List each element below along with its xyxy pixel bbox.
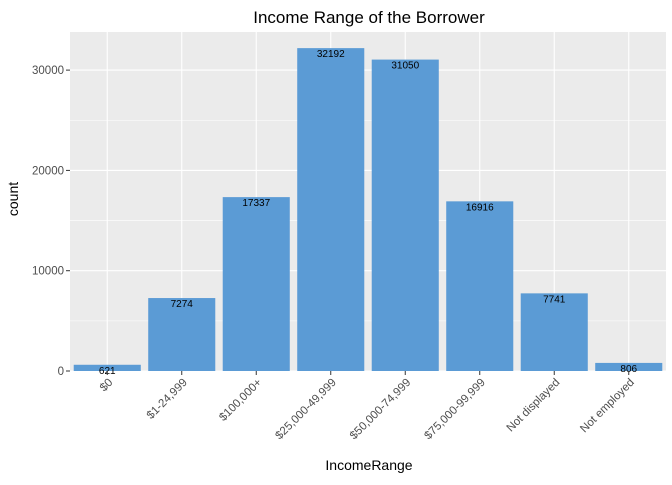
x-tick-label: $0 <box>98 377 116 395</box>
bar <box>595 362 663 371</box>
y-tick-label: 30000 <box>32 65 64 77</box>
bar-value-label: 7741 <box>543 294 566 305</box>
bar-value-label: 806 <box>620 364 637 375</box>
bar <box>73 364 141 371</box>
x-tick-label: Not displayed <box>505 377 563 435</box>
bar-value-label: 16916 <box>466 202 494 213</box>
bar <box>520 293 588 371</box>
x-tick-label: $25,000-49,999 <box>273 377 338 442</box>
bar <box>446 201 514 371</box>
bar <box>222 197 290 371</box>
y-tick-label: 0 <box>58 366 64 378</box>
y-tick-label: 10000 <box>32 266 64 278</box>
bars <box>73 48 663 372</box>
bar <box>371 59 439 371</box>
x-axis-title: IncomeRange <box>325 457 412 473</box>
x-tick-label: $1-24,999 <box>145 377 190 422</box>
x-tick-label: $75,000-99,999 <box>422 377 487 442</box>
bar-value-label: 32192 <box>317 49 345 60</box>
x-tick-label: $100,000+ <box>217 376 264 423</box>
bar <box>297 48 365 372</box>
bar-value-label: 17337 <box>242 198 270 209</box>
y-axis-title: count <box>5 182 21 216</box>
y-axis: 0 10000 20000 30000 <box>32 65 70 378</box>
bar-value-label: 7274 <box>171 299 194 310</box>
x-axis: $0 $1-24,999 $100,000+ $25,000-49,999 $50,00… <box>98 371 637 442</box>
chart-title: Income Range of the Borrower <box>253 8 485 27</box>
bar <box>148 298 216 371</box>
x-tick-label: Not employed <box>578 377 637 436</box>
x-tick-label: $50,000-74,999 <box>348 377 413 442</box>
y-tick-label: 20000 <box>32 165 64 177</box>
bar-value-label: 31050 <box>391 61 419 72</box>
